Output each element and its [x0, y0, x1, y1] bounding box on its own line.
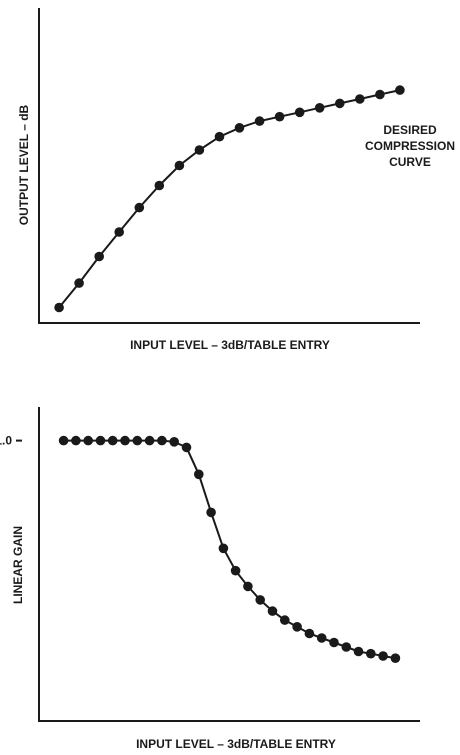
- series-line: [58, 89, 401, 309]
- series-line: [63, 439, 396, 660]
- data-point: [174, 160, 185, 171]
- curve-annotation-line-2: COMPRESSION: [365, 139, 455, 153]
- data-point: [54, 302, 64, 313]
- data-point: [157, 435, 167, 446]
- data-point: [267, 606, 278, 616]
- data-point: [154, 180, 165, 191]
- linear-gain-chart: LINEAR GAIN INPUT LEVEL – 3dB/TABLE ENTR…: [0, 407, 420, 751]
- data-point: [230, 565, 241, 576]
- data-point: [114, 227, 124, 237]
- compression-chart: OUTPUT LEVEL – dB INPUT LEVEL – 3dB/TABL…: [17, 8, 455, 352]
- y-tick-label: 1.0: [0, 434, 12, 448]
- data-point: [132, 435, 143, 446]
- data-point: [341, 642, 352, 652]
- data-point: [169, 437, 179, 447]
- data-point: [194, 145, 205, 155]
- data-point: [335, 98, 345, 109]
- x-axis-label: INPUT LEVEL – 3dB/TABLE ENTRY: [136, 737, 336, 751]
- data-point: [243, 581, 253, 592]
- data-point: [95, 435, 106, 446]
- data-point: [206, 507, 216, 518]
- data-point: [292, 622, 302, 632]
- data-point: [280, 615, 290, 625]
- curve-annotation-line-3: CURVE: [389, 155, 431, 169]
- data-point: [366, 648, 376, 659]
- data-point: [254, 116, 265, 126]
- data-point: [375, 89, 385, 100]
- data-point: [304, 628, 315, 639]
- curve-annotation-line-1: DESIRED: [383, 123, 437, 137]
- y-axis-label: LINEAR GAIN: [11, 526, 25, 604]
- data-point: [274, 111, 285, 122]
- data-point: [316, 633, 327, 643]
- data-point: [355, 94, 365, 104]
- chart-axes: [38, 407, 420, 722]
- data-point: [71, 435, 81, 446]
- data-point: [94, 251, 104, 262]
- data-point: [329, 637, 339, 648]
- y-axis-label: OUTPUT LEVEL – dB: [17, 104, 31, 225]
- data-point: [194, 469, 204, 480]
- data-point: [314, 103, 325, 113]
- data-point: [134, 202, 145, 213]
- data-point: [390, 653, 401, 663]
- data-point: [181, 442, 192, 453]
- data-point: [218, 543, 229, 554]
- data-point: [120, 435, 130, 446]
- data-point: [107, 435, 118, 446]
- data-point: [294, 107, 305, 118]
- data-point: [353, 646, 364, 657]
- data-point: [83, 435, 93, 446]
- x-axis-label: INPUT LEVEL – 3dB/TABLE ENTRY: [130, 338, 330, 352]
- data-point: [395, 85, 405, 95]
- data-point: [144, 435, 155, 446]
- data-point: [378, 651, 388, 661]
- data-point: [74, 278, 84, 288]
- data-point: [214, 131, 225, 142]
- chart-axes: [38, 8, 420, 324]
- data-point: [58, 435, 69, 446]
- data-point: [255, 595, 265, 605]
- data-point: [234, 123, 245, 133]
